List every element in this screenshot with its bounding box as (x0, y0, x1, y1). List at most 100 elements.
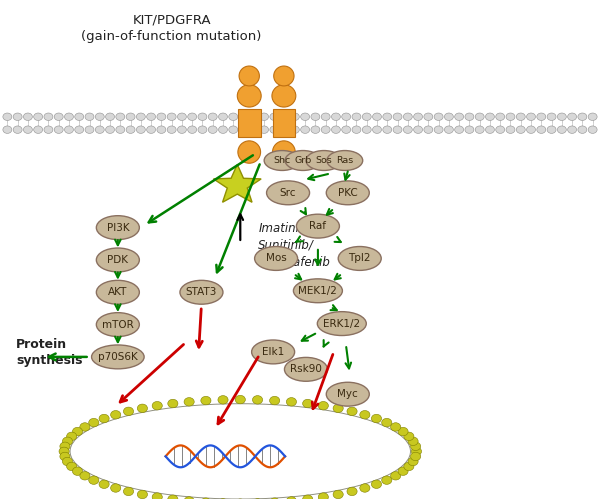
Circle shape (496, 126, 505, 134)
Circle shape (398, 467, 408, 475)
Circle shape (302, 400, 313, 407)
Circle shape (218, 113, 227, 120)
Ellipse shape (296, 214, 340, 238)
Text: Myc: Myc (337, 389, 358, 399)
Circle shape (527, 126, 536, 134)
Circle shape (413, 113, 422, 120)
Circle shape (110, 410, 121, 419)
Circle shape (301, 126, 310, 134)
Circle shape (60, 452, 70, 460)
Circle shape (383, 113, 392, 120)
Circle shape (99, 414, 109, 422)
Circle shape (331, 113, 340, 120)
Circle shape (290, 113, 299, 120)
Circle shape (137, 404, 148, 412)
Text: Sos: Sos (316, 156, 332, 165)
Circle shape (408, 458, 418, 466)
Circle shape (455, 126, 464, 134)
Circle shape (434, 126, 443, 134)
Circle shape (318, 493, 328, 500)
Circle shape (229, 113, 238, 120)
Circle shape (371, 480, 382, 488)
Circle shape (393, 113, 402, 120)
Circle shape (465, 126, 474, 134)
Circle shape (286, 398, 296, 406)
Circle shape (62, 458, 73, 466)
Circle shape (537, 126, 546, 134)
Circle shape (286, 496, 296, 500)
Circle shape (413, 126, 422, 134)
Circle shape (13, 126, 22, 134)
Ellipse shape (251, 340, 295, 364)
Circle shape (557, 113, 566, 120)
Circle shape (506, 126, 515, 134)
Circle shape (64, 113, 73, 120)
Circle shape (269, 396, 280, 405)
Circle shape (537, 113, 546, 120)
Circle shape (475, 113, 484, 120)
Circle shape (80, 472, 90, 480)
Circle shape (13, 113, 22, 120)
Text: Mos: Mos (266, 254, 286, 264)
Circle shape (506, 113, 515, 120)
Circle shape (54, 126, 63, 134)
Circle shape (588, 113, 597, 120)
Circle shape (44, 113, 53, 120)
Circle shape (95, 126, 104, 134)
Circle shape (391, 472, 401, 480)
Circle shape (527, 113, 536, 120)
Circle shape (578, 126, 587, 134)
Ellipse shape (317, 312, 366, 336)
Circle shape (201, 498, 211, 500)
Circle shape (352, 126, 361, 134)
Ellipse shape (97, 248, 139, 272)
Circle shape (126, 126, 135, 134)
Circle shape (445, 113, 454, 120)
Text: PI3K: PI3K (107, 222, 129, 232)
Circle shape (3, 113, 12, 120)
Ellipse shape (327, 150, 363, 171)
Ellipse shape (326, 382, 369, 406)
Text: p70S6K: p70S6K (98, 352, 138, 362)
Ellipse shape (306, 150, 342, 171)
Circle shape (67, 462, 77, 470)
Circle shape (229, 126, 238, 134)
Circle shape (89, 476, 99, 484)
Ellipse shape (338, 246, 381, 270)
Circle shape (250, 113, 258, 120)
Circle shape (116, 126, 125, 134)
Circle shape (434, 113, 443, 120)
Circle shape (73, 467, 83, 475)
Circle shape (404, 432, 414, 440)
Circle shape (34, 126, 43, 134)
Circle shape (362, 113, 371, 120)
Text: MEK1/2: MEK1/2 (298, 286, 337, 296)
Circle shape (239, 113, 248, 120)
Text: Grb: Grb (295, 156, 311, 165)
Circle shape (168, 495, 178, 500)
Circle shape (106, 126, 115, 134)
Text: Shc: Shc (274, 156, 291, 165)
FancyBboxPatch shape (272, 110, 295, 137)
Circle shape (568, 126, 577, 134)
Circle shape (347, 407, 357, 416)
Circle shape (85, 113, 94, 120)
Circle shape (403, 113, 412, 120)
Circle shape (342, 126, 350, 134)
Circle shape (398, 428, 408, 436)
Circle shape (59, 447, 69, 456)
Circle shape (152, 402, 163, 410)
Circle shape (85, 126, 94, 134)
Ellipse shape (97, 216, 139, 240)
Circle shape (110, 484, 121, 492)
Circle shape (99, 480, 109, 488)
Circle shape (75, 126, 84, 134)
Circle shape (137, 490, 148, 498)
Circle shape (250, 126, 258, 134)
Circle shape (321, 126, 330, 134)
Circle shape (318, 402, 328, 410)
Circle shape (54, 113, 63, 120)
Ellipse shape (272, 141, 295, 163)
Ellipse shape (293, 279, 343, 302)
Circle shape (333, 490, 343, 498)
